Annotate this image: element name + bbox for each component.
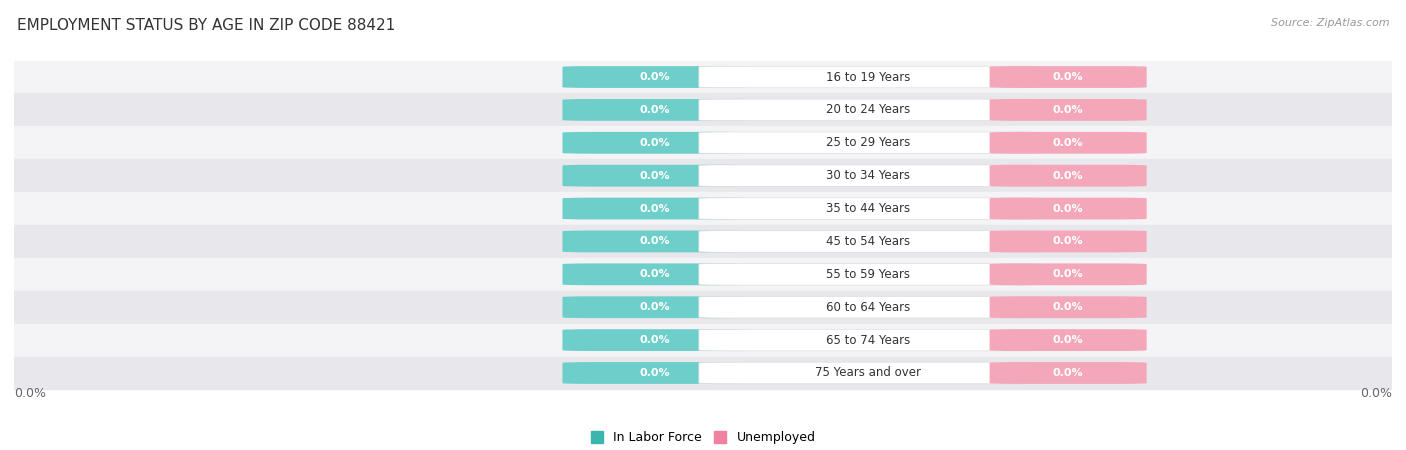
Text: 0.0%: 0.0% <box>1053 270 1084 279</box>
Text: 0.0%: 0.0% <box>1053 335 1084 345</box>
Text: 0.0%: 0.0% <box>1053 203 1084 214</box>
Text: 0.0%: 0.0% <box>640 236 671 247</box>
FancyBboxPatch shape <box>990 198 1147 220</box>
Text: 0.0%: 0.0% <box>1053 302 1084 312</box>
Bar <box>14 258 1392 291</box>
Text: 55 to 59 Years: 55 to 59 Years <box>827 268 910 281</box>
Text: 0.0%: 0.0% <box>1053 72 1084 82</box>
FancyBboxPatch shape <box>990 263 1147 285</box>
Bar <box>14 291 1392 324</box>
FancyBboxPatch shape <box>562 165 747 187</box>
Bar <box>14 126 1392 159</box>
FancyBboxPatch shape <box>990 99 1147 121</box>
FancyBboxPatch shape <box>562 329 747 351</box>
Text: 75 Years and over: 75 Years and over <box>815 366 921 379</box>
FancyBboxPatch shape <box>699 66 1038 88</box>
FancyBboxPatch shape <box>562 296 747 318</box>
FancyBboxPatch shape <box>562 230 747 252</box>
Text: 0.0%: 0.0% <box>640 72 671 82</box>
Text: EMPLOYMENT STATUS BY AGE IN ZIP CODE 88421: EMPLOYMENT STATUS BY AGE IN ZIP CODE 884… <box>17 18 395 33</box>
FancyBboxPatch shape <box>562 66 747 88</box>
Text: 25 to 29 Years: 25 to 29 Years <box>827 136 911 149</box>
FancyBboxPatch shape <box>699 362 1038 384</box>
FancyBboxPatch shape <box>699 165 1038 186</box>
Legend: In Labor Force, Unemployed: In Labor Force, Unemployed <box>591 432 815 445</box>
Text: 0.0%: 0.0% <box>640 335 671 345</box>
Text: 30 to 34 Years: 30 to 34 Years <box>827 169 910 182</box>
Bar <box>14 94 1392 126</box>
Text: 60 to 64 Years: 60 to 64 Years <box>827 301 911 314</box>
FancyBboxPatch shape <box>990 329 1147 351</box>
Text: 0.0%: 0.0% <box>640 302 671 312</box>
FancyBboxPatch shape <box>562 99 747 121</box>
Text: 45 to 54 Years: 45 to 54 Years <box>827 235 911 248</box>
Text: 0.0%: 0.0% <box>640 105 671 115</box>
FancyBboxPatch shape <box>699 198 1038 219</box>
FancyBboxPatch shape <box>990 230 1147 252</box>
Text: Source: ZipAtlas.com: Source: ZipAtlas.com <box>1271 18 1389 28</box>
FancyBboxPatch shape <box>562 362 747 384</box>
Text: 0.0%: 0.0% <box>640 171 671 180</box>
Text: 0.0%: 0.0% <box>1053 138 1084 148</box>
Text: 0.0%: 0.0% <box>14 387 46 400</box>
FancyBboxPatch shape <box>699 99 1038 121</box>
Text: 65 to 74 Years: 65 to 74 Years <box>827 333 911 346</box>
FancyBboxPatch shape <box>990 296 1147 318</box>
Text: 0.0%: 0.0% <box>1053 368 1084 378</box>
Text: 16 to 19 Years: 16 to 19 Years <box>827 71 911 84</box>
Bar <box>14 192 1392 225</box>
Text: 0.0%: 0.0% <box>640 203 671 214</box>
Bar <box>14 324 1392 356</box>
Text: 0.0%: 0.0% <box>640 270 671 279</box>
FancyBboxPatch shape <box>990 66 1147 88</box>
Text: 0.0%: 0.0% <box>1053 105 1084 115</box>
Text: 0.0%: 0.0% <box>1053 236 1084 247</box>
Bar <box>14 61 1392 94</box>
FancyBboxPatch shape <box>562 132 747 154</box>
FancyBboxPatch shape <box>699 297 1038 318</box>
FancyBboxPatch shape <box>699 329 1038 351</box>
FancyBboxPatch shape <box>699 132 1038 153</box>
Bar <box>14 356 1392 389</box>
Bar <box>14 225 1392 258</box>
FancyBboxPatch shape <box>990 132 1147 154</box>
Text: 0.0%: 0.0% <box>1360 387 1392 400</box>
Text: 0.0%: 0.0% <box>640 368 671 378</box>
FancyBboxPatch shape <box>990 362 1147 384</box>
Text: 0.0%: 0.0% <box>1053 171 1084 180</box>
Text: 0.0%: 0.0% <box>640 138 671 148</box>
FancyBboxPatch shape <box>699 231 1038 252</box>
Text: 20 to 24 Years: 20 to 24 Years <box>827 104 911 117</box>
Text: 35 to 44 Years: 35 to 44 Years <box>827 202 911 215</box>
FancyBboxPatch shape <box>699 264 1038 285</box>
FancyBboxPatch shape <box>990 165 1147 187</box>
FancyBboxPatch shape <box>562 263 747 285</box>
FancyBboxPatch shape <box>562 198 747 220</box>
Bar <box>14 159 1392 192</box>
